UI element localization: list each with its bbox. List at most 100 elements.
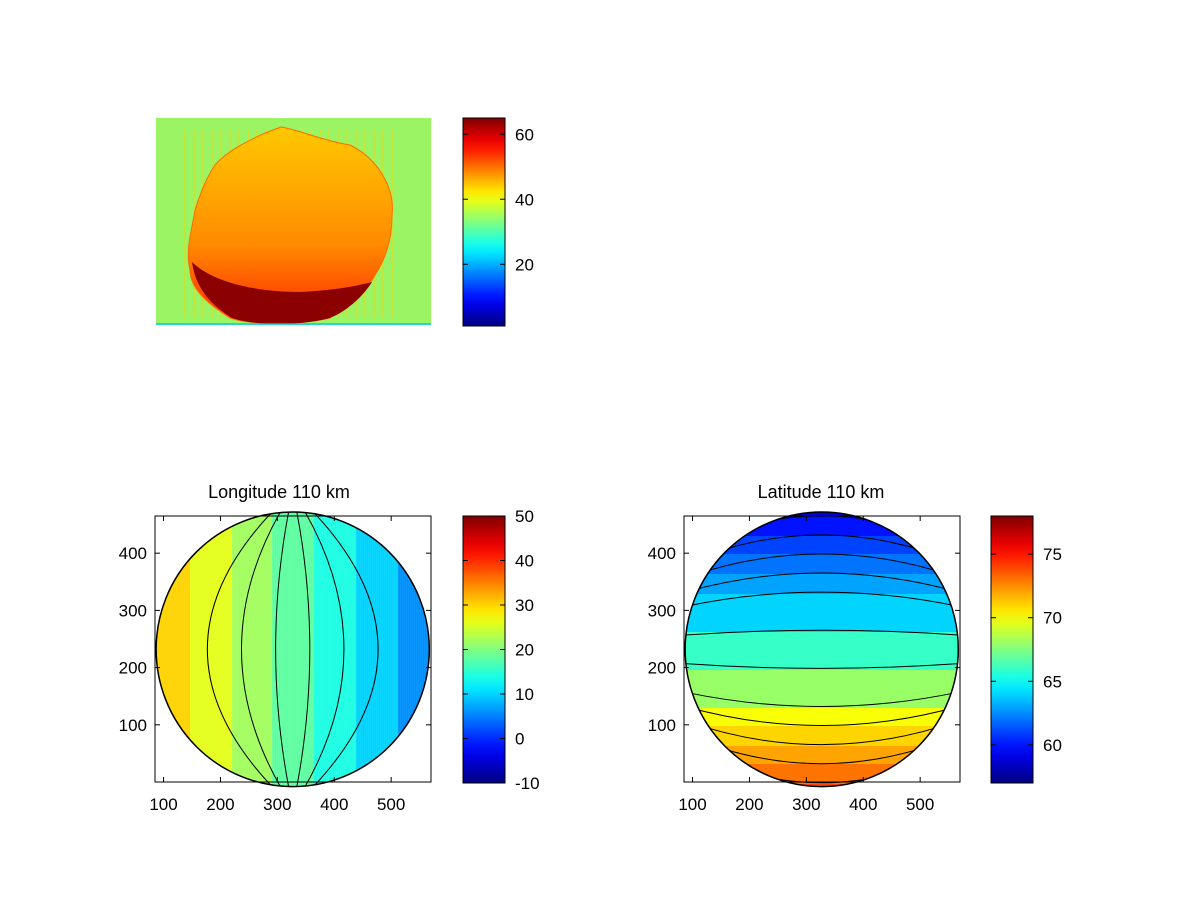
latitude-band (685, 677, 959, 681)
latitude-band (685, 653, 959, 657)
latitude-band (685, 719, 959, 723)
latitude-band (685, 693, 959, 697)
latitude-band (685, 627, 959, 631)
longitude-band (172, 511, 175, 787)
longitude-band (348, 511, 351, 787)
longitude-band (360, 511, 363, 787)
latitude-contour-line (685, 706, 959, 726)
longitude-band (208, 511, 211, 787)
longitude-band (210, 511, 213, 787)
longitude-band (310, 511, 313, 787)
latitude-colorbar-tick-label: 70 (1043, 609, 1062, 628)
latitude-band (685, 667, 959, 671)
longitude-band (186, 511, 189, 787)
longitude-axes-box (154, 515, 432, 783)
longitude-band (190, 511, 193, 787)
longitude-band (158, 511, 161, 787)
latitude-band (685, 543, 959, 547)
latitude-band (685, 517, 959, 521)
longitude-band (370, 511, 373, 787)
longitude-colorbar-tick-label: -10 (515, 774, 540, 793)
longitude-band (282, 511, 285, 787)
longitude-contour-line (240, 511, 281, 787)
latitude-band (685, 537, 959, 541)
longitude-band (324, 511, 327, 787)
longitude-band (350, 511, 353, 787)
longitude-band (414, 511, 417, 787)
latitude-band (685, 523, 959, 527)
longitude-band (382, 511, 385, 787)
longitude-contour-line (296, 511, 311, 787)
latitude-band (685, 541, 959, 545)
latitude-band (685, 659, 959, 663)
latitude-colorbar-scale (990, 515, 1034, 784)
latitude-band (685, 669, 959, 673)
latitude-band (685, 661, 959, 665)
latitude-band (685, 657, 959, 661)
latitude-contour-line (685, 591, 959, 607)
longitude-band (162, 511, 165, 787)
longitude-contour-line (304, 511, 345, 787)
latitude-y-tick-label: 100 (648, 716, 676, 735)
latitude-band (685, 605, 959, 609)
longitude-band (358, 511, 361, 787)
latitude-band (685, 763, 959, 767)
latitude-band (685, 565, 959, 569)
longitude-band (356, 511, 359, 787)
latitude-band (685, 755, 959, 759)
latitude-contours (685, 511, 959, 787)
longitude-band (204, 511, 207, 787)
latitude-band (685, 715, 959, 719)
longitude-contours (156, 511, 430, 787)
longitude-band (286, 511, 289, 787)
longitude-band (254, 511, 257, 787)
latitude-band (685, 573, 959, 577)
latitude-band (685, 587, 959, 591)
latitude-band (685, 647, 959, 651)
longitude-band (342, 511, 345, 787)
longitude-band (376, 511, 379, 787)
longitude-band (272, 511, 275, 787)
latitude-band (685, 681, 959, 685)
latitude-band (685, 759, 959, 763)
longitude-band (390, 511, 393, 787)
raw-image-panel (156, 118, 431, 325)
longitude-x-tick-label: 400 (320, 795, 348, 814)
longitude-band (238, 511, 241, 787)
longitude-band (280, 511, 283, 787)
longitude-x-tick-label: 300 (263, 795, 291, 814)
latitude-band (685, 567, 959, 571)
longitude-band (246, 511, 249, 787)
latitude-band (685, 703, 959, 707)
latitude-band (685, 549, 959, 553)
latitude-band (685, 633, 959, 637)
longitude-band (298, 511, 301, 787)
longitude-band (250, 511, 253, 787)
longitude-band (402, 511, 405, 787)
latitude-band (685, 697, 959, 701)
latitude-band (685, 699, 959, 703)
latitude-band (685, 611, 959, 615)
latitude-disk-outline (684, 511, 960, 788)
latitude-band (685, 529, 959, 533)
latitude-band (685, 603, 959, 607)
longitude-band (336, 511, 339, 787)
longitude-y-tick-label: 100 (119, 716, 147, 735)
longitude-band (400, 511, 403, 787)
latitude-band (685, 583, 959, 587)
latitude-band (685, 561, 959, 565)
longitude-band (368, 511, 371, 787)
latitude-band (685, 725, 959, 729)
longitude-band (308, 511, 311, 787)
latitude-contour-line (685, 572, 959, 593)
longitude-band (220, 511, 223, 787)
longitude-colorbar-tick-label: 40 (515, 552, 534, 571)
latitude-band (685, 539, 959, 543)
latitude-band (685, 635, 959, 639)
longitude-band (424, 511, 427, 787)
longitude-band (194, 511, 197, 787)
longitude-x-tick-label: 200 (206, 795, 234, 814)
latitude-band (685, 643, 959, 647)
latitude-band (685, 639, 959, 643)
longitude-band (224, 511, 227, 787)
